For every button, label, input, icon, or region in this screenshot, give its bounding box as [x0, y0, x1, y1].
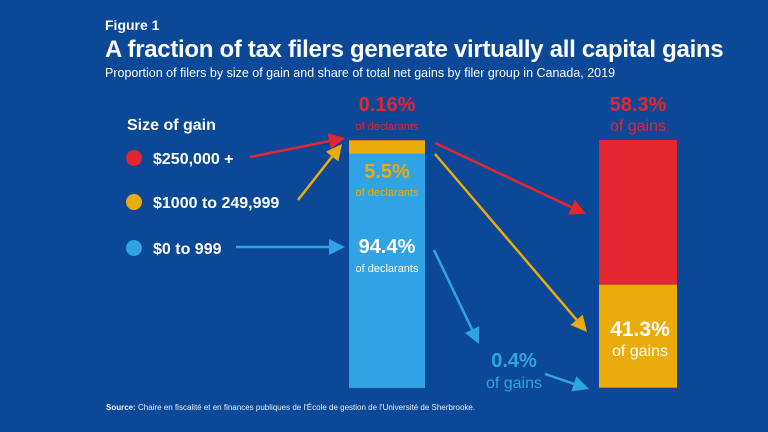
arrow: [236, 239, 345, 255]
chart-subtitle: Proportion of filers by size of gain and…: [105, 66, 616, 80]
bar-segment-declarants-0: [349, 153, 425, 388]
arrow: [249, 133, 345, 159]
data-sublabel: of gains: [486, 375, 542, 392]
data-label: 41.3%: [610, 318, 670, 341]
data-label: 0.16%: [359, 94, 416, 116]
legend-label: $250,000 +: [153, 151, 234, 168]
data-sublabel: of gains: [612, 343, 668, 360]
bar-segment-gains-1: [599, 284, 677, 388]
bar-segment-gains-0: [599, 387, 677, 388]
legend-label: $1000 to 249,999: [153, 195, 279, 212]
legend-label: $0 to 999: [153, 241, 222, 258]
data-label: 5.5%: [364, 161, 410, 183]
data-label: 94.4%: [359, 236, 416, 258]
legend-title: Size of gain: [127, 117, 216, 134]
legend-swatch: [126, 240, 142, 256]
data-label: 58.3%: [610, 94, 667, 116]
chart-title: A fraction of tax filers generate virtua…: [105, 36, 724, 63]
data-sublabel: of gains: [610, 118, 666, 135]
arrow: [544, 372, 589, 392]
source-label: Source:: [106, 403, 136, 412]
arrow: [297, 144, 342, 201]
source-note: Source: Chaire en fiscalité et en financ…: [106, 403, 475, 412]
bar-segment-declarants-1: [349, 140, 425, 154]
bar-segment-gains-2: [599, 140, 677, 285]
legend-swatch: [126, 194, 142, 210]
source-text: Chaire en fiscalité et en finances publi…: [138, 403, 476, 412]
arrow: [432, 249, 480, 344]
data-sublabel: of declarants: [356, 121, 419, 133]
arrow: [434, 141, 586, 215]
data-label: 0.4%: [491, 350, 537, 372]
data-sublabel: of declarants: [356, 187, 419, 199]
legend-swatch: [126, 150, 142, 166]
figure-label: Figure 1: [105, 17, 160, 33]
data-sublabel: of declarants: [356, 263, 419, 275]
arrow: [434, 153, 587, 332]
